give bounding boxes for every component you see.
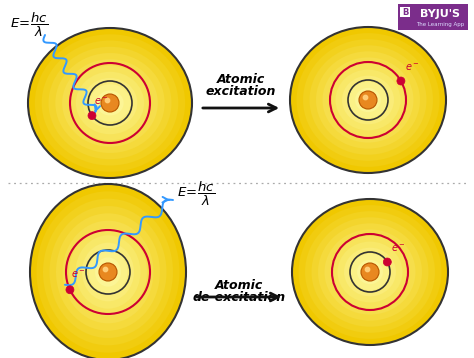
Text: $e^-$: $e^-$: [71, 269, 86, 280]
Ellipse shape: [290, 27, 446, 173]
Circle shape: [99, 263, 117, 281]
Ellipse shape: [348, 82, 388, 118]
Ellipse shape: [357, 260, 383, 284]
Ellipse shape: [35, 34, 185, 172]
Ellipse shape: [318, 223, 422, 321]
Ellipse shape: [316, 51, 420, 149]
Ellipse shape: [297, 33, 439, 167]
Ellipse shape: [350, 254, 390, 290]
Ellipse shape: [331, 236, 409, 309]
Text: Atomic: Atomic: [217, 73, 265, 86]
Ellipse shape: [362, 94, 374, 106]
Ellipse shape: [325, 229, 416, 315]
Text: BYJU'S: BYJU'S: [420, 9, 460, 19]
Ellipse shape: [305, 211, 435, 333]
Ellipse shape: [342, 76, 394, 124]
FancyBboxPatch shape: [400, 7, 410, 17]
Ellipse shape: [303, 39, 433, 161]
Text: Atomic: Atomic: [215, 279, 263, 292]
Ellipse shape: [63, 221, 154, 323]
Ellipse shape: [299, 205, 441, 339]
Ellipse shape: [42, 40, 178, 165]
Ellipse shape: [49, 206, 166, 338]
Circle shape: [101, 94, 119, 112]
Ellipse shape: [355, 88, 381, 112]
Ellipse shape: [329, 63, 407, 136]
FancyBboxPatch shape: [398, 4, 468, 30]
Ellipse shape: [322, 57, 413, 142]
Ellipse shape: [43, 199, 173, 345]
Ellipse shape: [30, 184, 186, 358]
Ellipse shape: [56, 213, 160, 331]
Text: excitation: excitation: [206, 85, 276, 98]
Circle shape: [361, 263, 379, 281]
Ellipse shape: [28, 28, 192, 178]
Circle shape: [66, 286, 74, 294]
Ellipse shape: [75, 235, 140, 309]
Ellipse shape: [344, 248, 396, 296]
Text: $E\!=\!\dfrac{hc}{\lambda}$: $E\!=\!\dfrac{hc}{\lambda}$: [177, 180, 215, 208]
Ellipse shape: [90, 84, 130, 122]
Text: $e^-$: $e^-$: [94, 96, 109, 107]
Ellipse shape: [103, 97, 117, 109]
Ellipse shape: [364, 266, 376, 278]
Ellipse shape: [96, 91, 124, 116]
Ellipse shape: [82, 78, 137, 128]
Ellipse shape: [336, 69, 401, 130]
Ellipse shape: [76, 72, 144, 134]
Ellipse shape: [311, 217, 428, 327]
Ellipse shape: [69, 228, 147, 316]
Text: B: B: [402, 8, 408, 17]
Ellipse shape: [292, 199, 448, 345]
Ellipse shape: [95, 257, 121, 287]
Text: de-excitation: de-excitation: [192, 291, 285, 304]
Text: The Learning App: The Learning App: [416, 21, 464, 26]
Ellipse shape: [89, 250, 128, 294]
Ellipse shape: [62, 59, 158, 147]
Circle shape: [383, 258, 392, 266]
Circle shape: [397, 77, 405, 85]
Ellipse shape: [48, 47, 172, 159]
Text: $E\!=\!\dfrac{hc}{\lambda}$: $E\!=\!\dfrac{hc}{\lambda}$: [10, 11, 48, 39]
Text: $e^-$: $e^-$: [405, 62, 419, 73]
Ellipse shape: [82, 243, 134, 301]
Text: $e^-$: $e^-$: [392, 243, 406, 254]
Ellipse shape: [36, 191, 180, 353]
Circle shape: [359, 91, 377, 109]
Ellipse shape: [101, 265, 115, 279]
Ellipse shape: [55, 53, 164, 153]
Ellipse shape: [337, 242, 402, 303]
Circle shape: [88, 112, 96, 120]
Ellipse shape: [69, 66, 151, 140]
Ellipse shape: [310, 45, 427, 155]
